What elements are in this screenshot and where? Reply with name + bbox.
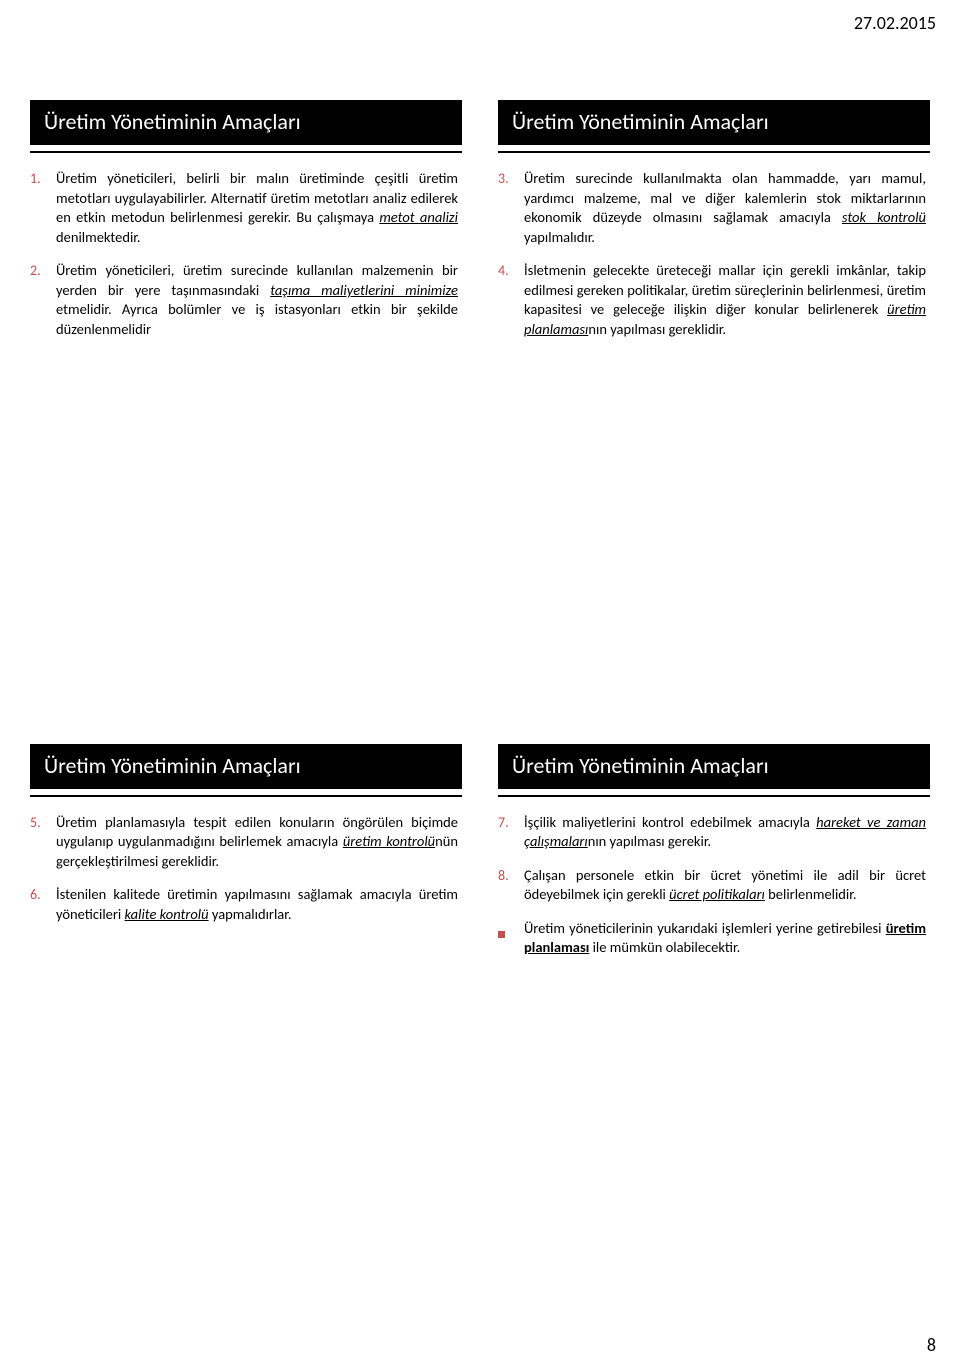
square-bullet-icon	[498, 919, 524, 958]
slide-body: 5.Üretim planlamasıyla tespit edilen kon…	[30, 813, 462, 925]
divider	[30, 151, 462, 153]
item-text: Çalışan personele etkin bir ücret yöneti…	[524, 866, 926, 905]
slide-top-right: Üretim Yönetiminin Amaçları 3.Üretim sur…	[498, 100, 930, 354]
list-item: 5.Üretim planlamasıyla tespit edilen kon…	[30, 813, 458, 872]
list-item: Üretim yöneticilerinin yukarıdaki işleml…	[498, 919, 926, 958]
slide-top-left: Üretim Yönetiminin Amaçları 1.Üretim yön…	[30, 100, 462, 354]
divider	[498, 151, 930, 153]
slide-title: Üretim Yönetiminin Amaçları	[30, 744, 462, 789]
item-text: Üretim planlamasıyla tespit edilen konul…	[56, 813, 458, 872]
item-number: 6.	[30, 885, 56, 924]
header-date: 27.02.2015	[854, 12, 936, 34]
slide-title: Üretim Yönetiminin Amaçları	[30, 100, 462, 145]
emphasized-text: hareket ve zaman çalışmaları	[524, 813, 926, 851]
slide-body: 3.Üretim surecinde kullanılmakta olan ha…	[498, 169, 930, 340]
item-text: Üretim surecinde kullanılmakta olan hamm…	[524, 169, 926, 247]
item-text: Üretim yöneticileri, üretim surecinde ku…	[56, 261, 458, 339]
slide-body: 7.İşçilik maliyetlerini kontrol edebilme…	[498, 813, 930, 958]
slide-bottom-left: Üretim Yönetiminin Amaçları 5.Üretim pla…	[30, 744, 462, 972]
emphasized-text: ücret politikaları	[669, 885, 765, 903]
item-text: İstenilen kalitede üretimin yapılmasını …	[56, 885, 458, 924]
emphasized-text: kalite kontrolü	[125, 905, 209, 923]
divider	[498, 795, 930, 797]
item-number: 5.	[30, 813, 56, 872]
item-text: İşçilik maliyetlerini kontrol edebilmek …	[524, 813, 926, 852]
item-number: 8.	[498, 866, 524, 905]
item-number: 7.	[498, 813, 524, 852]
slide-grid: Üretim Yönetiminin Amaçları 1.Üretim yön…	[30, 100, 930, 972]
divider	[30, 795, 462, 797]
slide-title: Üretim Yönetiminin Amaçları	[498, 744, 930, 789]
item-text: Üretim yöneticilerinin yukarıdaki işleml…	[524, 919, 926, 958]
emphasized-text: metot analizi	[379, 208, 458, 226]
slide-body: 1.Üretim yöneticileri, belirli bir malın…	[30, 169, 462, 340]
emphasized-text: stok kontrolü	[842, 208, 926, 226]
list-item: 3.Üretim surecinde kullanılmakta olan ha…	[498, 169, 926, 247]
emphasized-text: taşıma maliyetlerini minimize	[270, 281, 458, 299]
list-item: 2.Üretim yöneticileri, üretim surecinde …	[30, 261, 458, 339]
item-number: 1.	[30, 169, 56, 247]
slide-bottom-right: Üretim Yönetiminin Amaçları 7.İşçilik ma…	[498, 744, 930, 972]
item-text: Üretim yöneticileri, belirli bir malın ü…	[56, 169, 458, 247]
item-number: 2.	[30, 261, 56, 339]
list-item: 8.Çalışan personele etkin bir ücret yöne…	[498, 866, 926, 905]
emphasized-text: üretim kontrolü	[343, 832, 435, 850]
list-item: 4.İsletmenin gelecekte üreteceği mallar …	[498, 261, 926, 339]
list-item: 1.Üretim yöneticileri, belirli bir malın…	[30, 169, 458, 247]
item-number: 4.	[498, 261, 524, 339]
slide-title: Üretim Yönetiminin Amaçları	[498, 100, 930, 145]
emphasized-text: üretim planlaması	[524, 919, 926, 957]
item-number: 3.	[498, 169, 524, 247]
page-number: 8	[927, 1334, 936, 1356]
list-item: 7.İşçilik maliyetlerini kontrol edebilme…	[498, 813, 926, 852]
list-item: 6.İstenilen kalitede üretimin yapılmasın…	[30, 885, 458, 924]
item-text: İsletmenin gelecekte üreteceği mallar iç…	[524, 261, 926, 339]
emphasized-text: üretim planlaması	[524, 300, 926, 338]
